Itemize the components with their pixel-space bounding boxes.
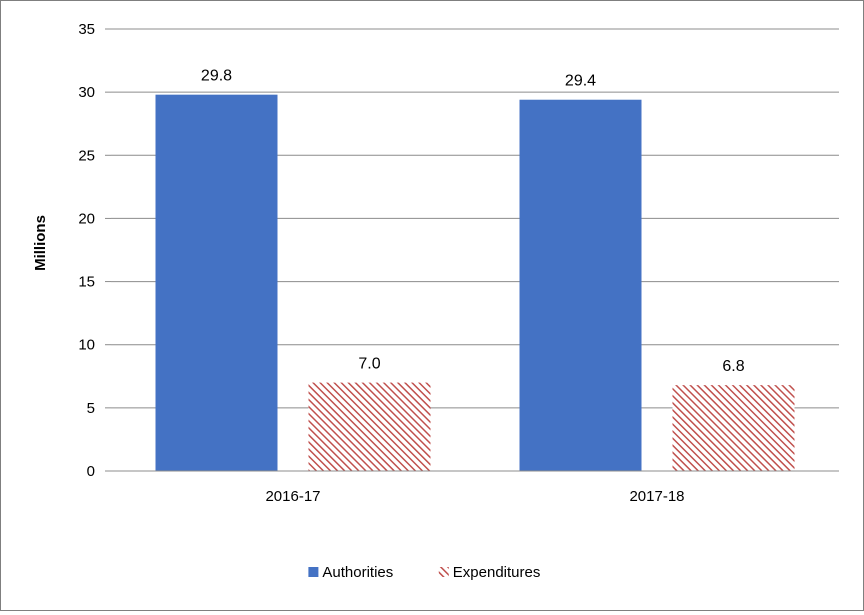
bar-authorities-2017-18 [519, 99, 642, 471]
x-axis-tick-labels: 2016-17 2017-18 [265, 488, 684, 505]
y-tick-label: 30 [78, 84, 95, 101]
y-tick-label: 15 [78, 274, 95, 291]
data-label: 7.0 [358, 356, 380, 373]
bar-expenditures-2017-18 [672, 385, 795, 471]
y-axis-tick-labels: 0 5 10 15 20 25 30 35 [78, 21, 95, 480]
data-label: 29.4 [565, 73, 596, 90]
legend: Authorities Expenditures [308, 564, 540, 581]
x-tick-label: 2016-17 [265, 488, 320, 505]
legend-swatch-authorities [308, 567, 319, 577]
bar-expenditures-2016-17 [308, 382, 431, 471]
y-tick-label: 20 [78, 210, 95, 227]
data-label: 29.8 [201, 68, 232, 85]
y-tick-label: 5 [87, 400, 95, 417]
y-tick-label: 25 [78, 147, 95, 164]
x-tick-label: 2017-18 [629, 488, 684, 505]
y-axis-label: Millions [32, 215, 49, 271]
bar-authorities-2016-17 [155, 94, 278, 471]
legend-swatch-expenditures [438, 567, 449, 577]
legend-label-authorities: Authorities [322, 564, 393, 581]
y-tick-label: 10 [78, 337, 95, 354]
data-labels: 29.8 7.0 29.4 6.8 [201, 68, 745, 375]
y-tick-label: 35 [78, 21, 95, 38]
data-label: 6.8 [722, 358, 744, 375]
y-tick-label: 0 [87, 463, 95, 480]
legend-label-expenditures: Expenditures [453, 564, 541, 581]
bars [155, 94, 795, 471]
